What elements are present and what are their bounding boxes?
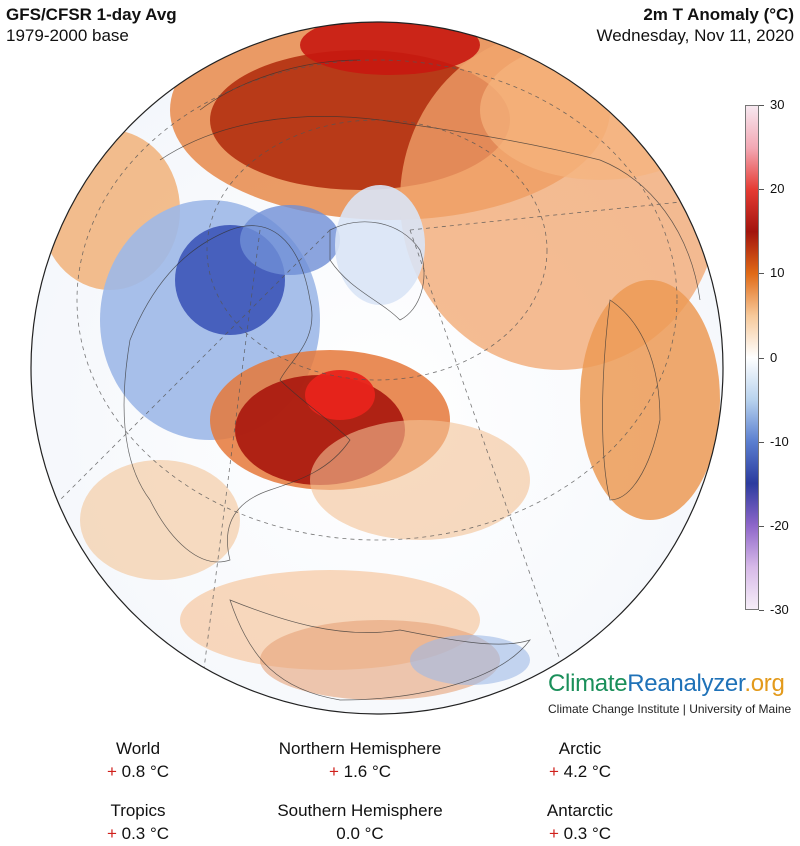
colorbar-tick-mark [759, 525, 764, 527]
header-right: 2m T Anomaly (°C) Wednesday, Nov 11, 202… [596, 4, 794, 46]
stat-antarctic: Antarctic + 0.3 °C [470, 799, 690, 845]
stat-value: 0.3 °C [121, 824, 170, 843]
colorbar-tick-label: 0 [770, 349, 778, 365]
stat-world: World + 0.8 °C [28, 737, 248, 783]
colorbar-tick-label: 20 [770, 181, 785, 197]
colorbar-tick-label: -30 [770, 602, 789, 617]
colorbar-tick-mark [759, 189, 764, 191]
base-period: 1979-2000 base [6, 26, 129, 45]
stat-label: Antarctic [546, 801, 614, 820]
stat-label: Arctic [558, 739, 602, 758]
stat-sign: + [328, 762, 339, 781]
colorbar-tick-mark [759, 105, 764, 106]
brand-part-org: .org [744, 670, 785, 697]
stat-label: Northern Hemisphere [278, 739, 442, 758]
stat-sign: + [106, 824, 117, 843]
variable-title: 2m T Anomaly (°C) [643, 5, 794, 24]
globe-outline [30, 21, 724, 715]
coastlines [123, 59, 701, 701]
colorbar-tick-label: -10 [770, 433, 789, 449]
stat-label: Tropics [110, 801, 166, 820]
brand-part-climate: Climate [548, 670, 628, 697]
colorbar-tick-label: 10 [770, 265, 785, 281]
colorbar-tick-mark [759, 610, 764, 611]
stat-sign: + [548, 824, 559, 843]
stat-label: Southern Hemisphere [277, 801, 443, 820]
brand-logo[interactable]: ClimateReanalyzer.org [548, 670, 785, 698]
product-title: GFS/CFSR 1-day Avg [6, 5, 177, 24]
graticule [59, 59, 701, 701]
brand-part-reanalyzer: Reanalyzer [627, 670, 745, 697]
colorbar-tick-mark [759, 441, 764, 443]
stat-sign: + [548, 762, 559, 781]
colorbar-tick-mark [759, 357, 764, 359]
stat-tropics: Tropics + 0.3 °C [28, 799, 248, 845]
stat-value: 1.6 °C [343, 762, 392, 781]
colorbar-tick-label: -20 [770, 517, 789, 533]
stat-value: 0.8 °C [121, 762, 170, 781]
stat-northern-hemisphere: Northern Hemisphere + 1.6 °C [250, 737, 470, 783]
date-label: Wednesday, Nov 11, 2020 [596, 26, 794, 45]
stat-value: 4.2 °C [563, 762, 612, 781]
colorbar-tick-mark [759, 273, 764, 275]
anomaly-field [31, 22, 723, 714]
stat-sign: + [106, 762, 117, 781]
colorbar-tick-label: 30 [770, 97, 785, 112]
stat-arctic: Arctic + 4.2 °C [470, 737, 690, 783]
stat-value: 0.0 °C [336, 824, 384, 843]
stat-label: World [115, 739, 161, 758]
stat-southern-hemisphere: Southern Hemisphere 0.0 °C [250, 799, 470, 845]
stat-value: 0.3 °C [563, 824, 612, 843]
brand-subtitle: Climate Change Institute | University of… [548, 702, 792, 716]
colorbar [745, 105, 759, 610]
header-left: GFS/CFSR 1-day Avg 1979-2000 base [6, 4, 177, 46]
